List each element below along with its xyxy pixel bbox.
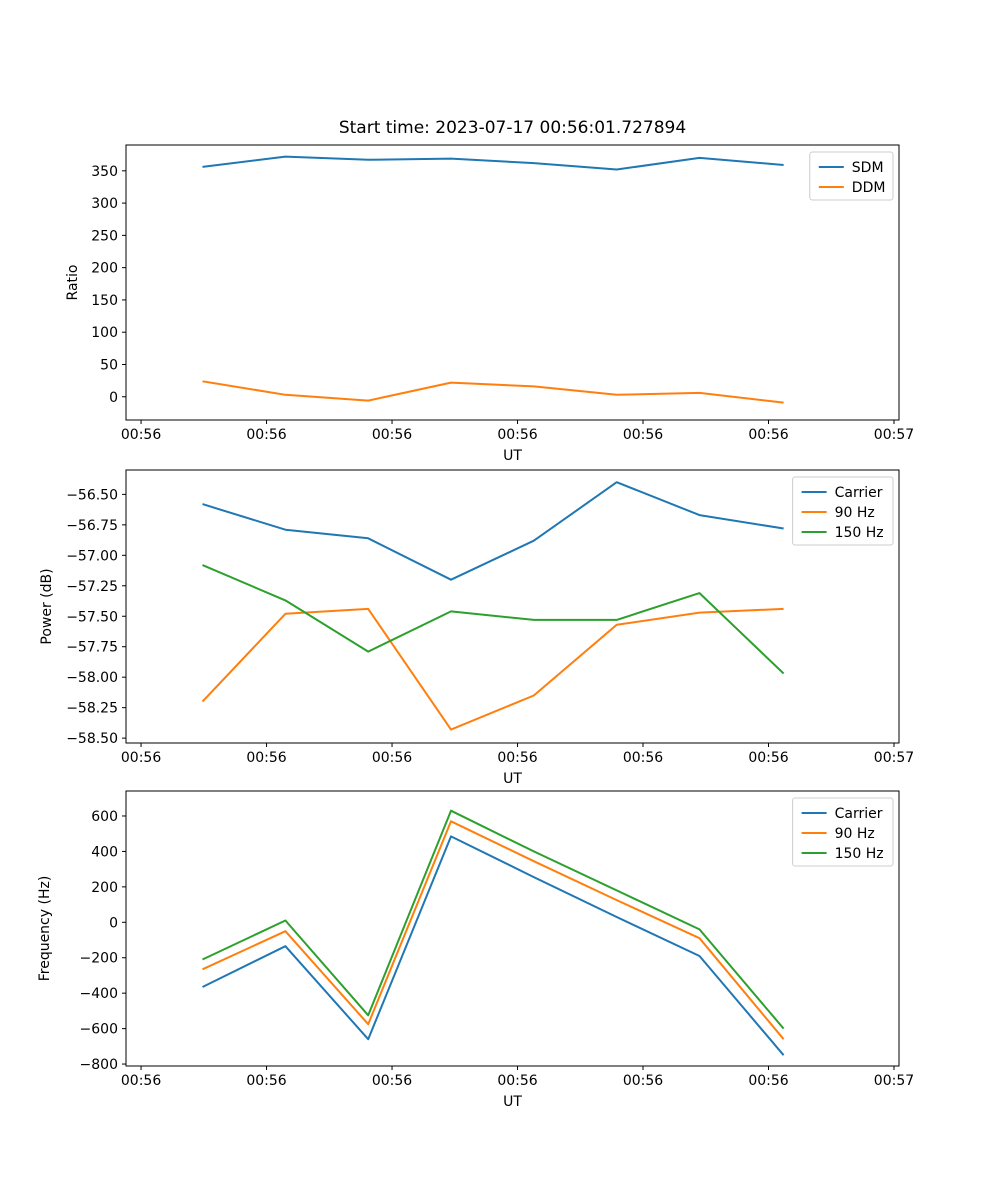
legend: SDM DDM [809,151,894,201]
x-axis-label: UT [503,448,522,464]
y-axis-label: Ratio [65,265,81,301]
150-hz-line [202,564,785,675]
y-tick-label: 0 [109,390,118,406]
ratio-chart: 0 50 100 150 200 250 300 350 00:56 00:56 00:56 00:5… [65,118,914,464]
x-tick-label: 00:56 [748,1073,788,1089]
y-tick-label: −58.25 [66,701,118,717]
y-tick-label: 600 [91,809,118,825]
x-tick-label: 00:56 [748,427,788,443]
y-tick-label: 200 [91,880,118,896]
frequency-hz-chart: −800 −600 −400 −200 0 200 400 600 00:56 00:56 00:5… [37,790,914,1110]
x-tick-label: 00:57 [874,1073,914,1089]
y-tick-label: 200 [91,261,118,277]
y-tick-label: −58.50 [66,731,118,747]
x-tick-label: 00:57 [874,427,914,443]
x-tick-label: 00:56 [372,427,412,443]
y-tick-label: 300 [91,196,118,212]
x-tick-label: 00:56 [497,1073,537,1089]
y-tick-label: −57.50 [66,609,118,625]
x-tick-label: 00:56 [121,427,161,443]
legend: Carrier 90 Hz 150 Hz [792,476,894,546]
legend-label-90-hz: 90 Hz [835,505,875,521]
y-tick-label: −58.00 [66,670,118,686]
x-tick-label: 00:56 [497,750,537,766]
x-tick-label: 00:56 [246,750,286,766]
y-axis-label: Frequency (Hz) [37,876,53,982]
y-tick-label: 350 [91,164,118,180]
legend-label-150-hz: 150 Hz [835,846,884,862]
axes-frame [125,790,900,1067]
150-hz-line [202,809,785,1030]
x-tick-label: 00:56 [372,1073,412,1089]
y-tick-label: −56.75 [66,518,118,534]
y-tick-label: −800 [80,1057,118,1073]
y-tick-label: 100 [91,325,118,341]
power-db-chart: −58.50 −58.25 −58.00 −57.75 −57.50 −57.25 −57.… [39,469,914,787]
90-hz-line [202,820,785,1040]
legend-label-sdm: SDM [852,160,884,176]
carrier-line [202,481,784,581]
axes-frame [125,144,900,421]
y-tick-label: 250 [91,228,118,244]
x-tick-label: 00:56 [121,1073,161,1089]
y-tick-label: 0 [109,915,118,931]
x-tick-label: 00:56 [623,750,663,766]
legend-label-carrier: Carrier [835,806,883,822]
axes-frame [125,469,900,744]
y-tick-label: −400 [80,986,118,1002]
y-tick-label: −200 [80,951,118,967]
x-tick-label: 00:56 [372,750,412,766]
x-tick-label: 00:56 [748,750,788,766]
legend-box [792,476,894,546]
x-axis-label: UT [503,1094,522,1110]
y-axis-label: Power (dB) [39,568,55,644]
x-tick-label: 00:56 [623,427,663,443]
chart-title: Start time: 2023-07-17 00:56:01.727894 [339,118,686,138]
carrier-line [202,835,785,1056]
legend: Carrier 90 Hz 150 Hz [792,797,894,867]
90-hz-line [201,607,784,731]
sdm-line [202,155,784,171]
legend-label-90-hz: 90 Hz [835,826,875,842]
y-tick-label: −57.75 [66,640,118,656]
y-tick-label: 400 [91,844,118,860]
x-tick-label: 00:56 [497,427,537,443]
y-tick-label: 150 [91,293,118,309]
x-tick-label: 00:57 [874,750,914,766]
x-axis-label: UT [503,771,522,787]
legend-box [792,797,894,867]
legend-label-carrier: Carrier [835,485,883,501]
x-tick-label: 00:56 [121,750,161,766]
y-tick-label: −57.25 [66,579,118,595]
y-tick-label: −57.00 [66,548,118,564]
y-tick-label: −56.50 [66,487,118,503]
legend-label-ddm: DDM [852,180,886,196]
y-tick-label: −600 [80,1022,118,1038]
x-tick-label: 00:56 [246,427,286,443]
y-tick-label: 50 [100,357,118,373]
ddm-line [202,380,784,404]
x-tick-label: 00:56 [246,1073,286,1089]
x-tick-label: 00:56 [623,1073,663,1089]
legend-label-150-hz: 150 Hz [835,525,884,541]
